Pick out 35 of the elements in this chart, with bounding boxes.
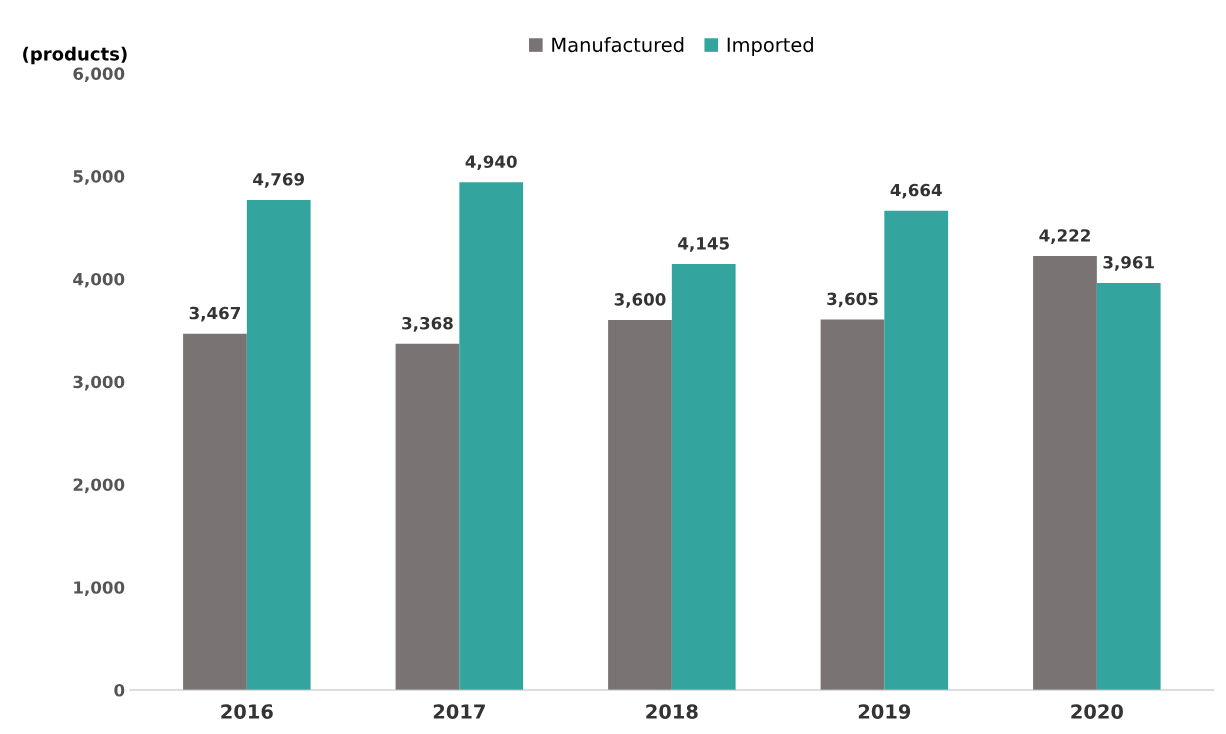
bar [459,182,524,690]
bar [884,210,949,690]
x-tick-label: 2016 [221,704,273,719]
bar [820,319,885,690]
y-tick-label: 0 [114,683,125,697]
bar [1033,256,1097,690]
bar [671,264,736,690]
y-tick-label: 3,000 [73,375,125,391]
data-label: 3,961 [1103,255,1154,271]
bar [246,199,311,690]
bar [183,333,247,690]
y-tick-label: 6,000 [73,67,125,83]
y-tick-label: 5,000 [73,170,125,185]
data-label: 4,222 [1039,229,1090,244]
x-tick-label: 2020 [1071,704,1123,719]
x-tick-label: 2017 [433,704,485,719]
bar [1096,282,1161,690]
y-tick-label: 2,000 [73,478,125,494]
data-label: 4,940 [465,155,517,171]
x-tick-label: 2019 [858,704,911,719]
bar [395,343,460,690]
x-tick-label: 2018 [646,704,698,719]
legend-label: Imported [727,37,813,56]
y-tick-label: 1,000 [74,581,125,596]
bar [608,320,672,690]
legend-label: Manufactured [552,37,684,53]
data-label: 4,664 [890,183,942,199]
data-label: 3,600 [614,293,666,308]
data-label: 4,145 [678,237,729,252]
y-axis-title: (products) [23,46,127,65]
data-label: 3,467 [189,306,240,322]
data-label: 3,368 [402,316,453,332]
data-label: 3,605 [827,292,878,308]
y-tick-label: 4,000 [73,272,125,288]
data-label: 4,769 [253,172,305,188]
